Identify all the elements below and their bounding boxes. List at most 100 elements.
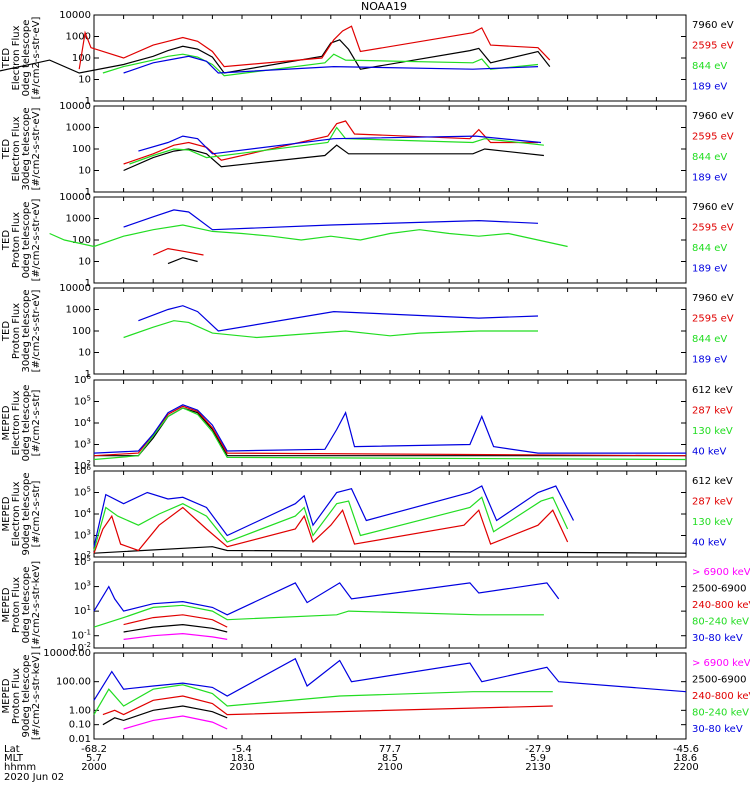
y-axis-label-line: MEPED (1, 678, 12, 713)
y-tick-label: 104 (74, 507, 92, 520)
series-line-189-ev (123, 55, 539, 74)
legend-entry: 30-80 keV (692, 633, 743, 644)
panel-frame (93, 14, 687, 102)
y-axis-label: MEPEDProton Flux90deg telescope[#/cm2-s-… (1, 652, 42, 740)
legend-entry: 189 eV (692, 172, 727, 183)
y-tick-label: 10 (78, 348, 91, 359)
y-axis-label-line: 30deg telescope (21, 289, 32, 372)
y-axis-label-line: 90deg telescope (21, 472, 32, 555)
plot-title: NOAA19 (361, 0, 407, 13)
legend-entry: 240-800 keV (692, 691, 750, 702)
series-line-844-ev (49, 224, 568, 248)
panel-1: TEDElectron Flux0deg telescope[#/cm2-s-s… (0, 10, 734, 107)
y-tick-label: 100.00 (56, 677, 91, 688)
y-tick-label: 104 (74, 416, 92, 429)
tick-base: 10 (71, 643, 84, 654)
legend-entry: 40 keV (692, 446, 726, 457)
y-tick-label: 1 (85, 96, 91, 107)
legend-entry: 80-240 keV (692, 708, 749, 719)
y-tick-label: 1 (85, 369, 91, 380)
y-tick-label: 1000 (66, 214, 91, 225)
y-tick-label: 1000 (66, 32, 91, 43)
series-line-2500-6900 (123, 623, 228, 633)
tick-exponent: -2 (84, 641, 91, 649)
tick-exponent: 5 (87, 395, 91, 403)
tick-base: 10 (74, 531, 87, 542)
series-line-240-800-kev (102, 695, 553, 716)
y-axis-label-line: MEPED (1, 405, 12, 440)
y-axis-label-line: 0deg telescope (21, 567, 32, 644)
series-line-40-kev (93, 404, 686, 454)
y-tick-label: 10-2 (71, 641, 91, 654)
y-tick-label: 0.10 (69, 720, 91, 731)
series-line-612-kev (94, 407, 686, 457)
x-tick-label: 5.9 (530, 753, 546, 764)
x-tick-label: 2200 (673, 762, 698, 773)
y-axis-label-line: Electron Flux (11, 390, 22, 455)
tick-base: 10 (74, 552, 87, 563)
tick-base: 10 (74, 375, 87, 386)
y-tick-label: 102 (74, 459, 91, 472)
tick-exponent: 2 (87, 459, 91, 467)
panels-group: TEDElectron Flux0deg telescope[#/cm2-s-s… (0, 10, 750, 745)
y-axis-label-line: [#/cm2-s-str-eV] (31, 17, 42, 100)
tick-base: 10 (74, 606, 87, 617)
y-tick-label: 1000 (66, 305, 91, 316)
series-line-130-kev (93, 407, 687, 461)
y-axis-label-line: TED (1, 139, 12, 160)
tick-exponent: 6 (87, 373, 92, 381)
legend-entry: 612 keV (692, 476, 733, 487)
y-tick-label: 105 (74, 395, 91, 408)
y-axis-label-line: [#/cm2-s-str-eV] (31, 199, 42, 282)
y-axis-label-line: 0deg telescope (21, 20, 32, 97)
y-tick-label: 103 (74, 580, 91, 593)
x-tick-label: 2100 (377, 762, 402, 773)
y-tick-label: 10000.00 (43, 648, 91, 659)
y-axis-label-line: Proton Flux (11, 212, 22, 268)
legend-entry: 7960 eV (692, 293, 734, 304)
series-line-7960-ev (167, 257, 198, 265)
y-tick-label: 105 (74, 555, 91, 568)
tick-base: 10 (74, 466, 87, 477)
legend-entry: 189 eV (692, 354, 727, 365)
y-axis-label-line: TED (1, 230, 12, 251)
series-line-30-80-kev (93, 657, 687, 701)
panel-6: MEPEDElectron Flux90deg telescope[#/cm2-… (1, 464, 733, 563)
legend-entry: 189 eV (692, 263, 727, 274)
y-tick-label: 10 (78, 257, 91, 268)
tick-base: 10 (74, 461, 87, 472)
panel-frame (93, 287, 687, 375)
y-tick-label: 101 (74, 604, 91, 617)
series-line-80-240-kev (93, 604, 544, 628)
y-tick-label: 100 (72, 326, 91, 337)
legend-entry: 7960 eV (692, 202, 734, 213)
y-axis-label-line: TED (1, 321, 12, 342)
series-line-287-kev (93, 405, 687, 457)
legend-entry: 844 eV (692, 61, 727, 72)
x-axis-row-label: hhmm (4, 762, 36, 773)
y-axis-label: TEDElectron Flux30deg telescope[#/cm2-s-… (1, 107, 42, 190)
series-line-2595-ev (78, 25, 551, 70)
y-tick-label: 105 (74, 486, 91, 499)
series-line-80-240-kev (93, 684, 553, 715)
y-tick-label: 10000 (59, 101, 91, 112)
panel-3: TEDProton Flux0deg telescope[#/cm2-s-str… (1, 192, 734, 289)
y-axis-label-line: MEPED (1, 587, 12, 622)
x-axis-row-label: Lat (4, 744, 20, 755)
series-line-287-kev (93, 506, 569, 554)
series-line-240-800-kev (123, 614, 228, 628)
tick-exponent: 2 (87, 550, 91, 558)
tick-exponent: 6 (87, 464, 92, 472)
x-tick-label: 5.7 (86, 753, 102, 764)
y-axis-label-line: Electron Flux (11, 116, 22, 181)
series-line-612-kev (93, 546, 687, 554)
y-tick-label: 103 (74, 529, 91, 542)
y-axis-label: MEPEDProton Flux0deg telescope[#/cm2-s-s… (1, 561, 42, 649)
y-axis-label-line: [#/cm2-s-str-keV] (31, 561, 42, 649)
series-line-30-80-kev (93, 582, 560, 616)
x-axis-row-label: MLT (4, 753, 24, 764)
y-axis-label-line: Proton Flux (11, 668, 22, 724)
y-axis-label-line: MEPED (1, 496, 12, 531)
series-line-130-kev (93, 496, 569, 551)
tick-base: 10 (74, 488, 87, 499)
